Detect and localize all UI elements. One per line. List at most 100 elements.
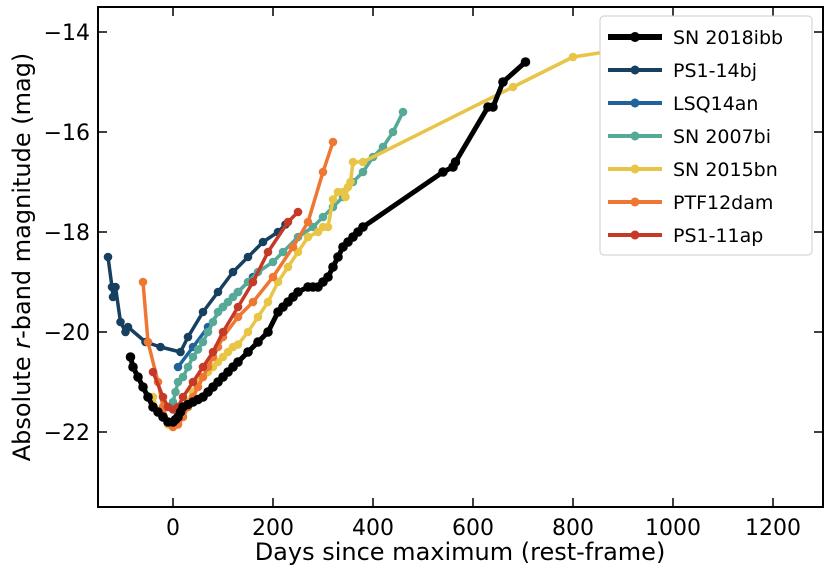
data-point bbox=[268, 257, 278, 267]
legend-label: PTF12dam bbox=[673, 192, 773, 214]
legend-label: PS1-11ap bbox=[673, 225, 763, 247]
data-point bbox=[138, 382, 148, 392]
x-tick-label: 0 bbox=[166, 516, 180, 541]
data-point bbox=[228, 267, 238, 277]
data-point bbox=[388, 127, 398, 137]
legend-marker bbox=[630, 32, 640, 42]
data-point bbox=[198, 372, 208, 382]
data-point bbox=[328, 137, 338, 147]
data-point bbox=[568, 52, 578, 62]
data-point bbox=[293, 207, 303, 217]
data-point bbox=[233, 312, 243, 322]
data-point bbox=[278, 247, 288, 257]
data-point bbox=[498, 77, 508, 87]
legend-marker bbox=[630, 98, 640, 108]
data-point bbox=[183, 362, 193, 372]
data-point bbox=[213, 287, 223, 297]
data-point bbox=[263, 297, 273, 307]
series-layer bbox=[103, 30, 723, 432]
data-point bbox=[283, 262, 293, 272]
legend-item-ptf12dam: PTF12dam bbox=[608, 192, 773, 214]
data-point bbox=[248, 277, 258, 287]
series-ps1-11ap bbox=[148, 207, 303, 414]
data-point bbox=[233, 302, 243, 312]
legend-label: SN 2015bn bbox=[673, 159, 778, 181]
y-tick-label: −16 bbox=[44, 121, 90, 146]
y-tick-label: −20 bbox=[44, 321, 90, 346]
data-point bbox=[171, 387, 180, 397]
data-point bbox=[143, 337, 153, 347]
data-point bbox=[341, 192, 350, 202]
data-point bbox=[178, 392, 188, 402]
data-point bbox=[156, 342, 165, 352]
legend-marker bbox=[630, 164, 640, 174]
x-tick-label: 400 bbox=[352, 516, 394, 541]
data-point bbox=[323, 272, 333, 282]
data-point bbox=[303, 217, 313, 227]
data-point bbox=[208, 347, 218, 357]
data-point bbox=[176, 347, 185, 357]
data-point bbox=[438, 167, 448, 177]
data-point bbox=[263, 247, 273, 257]
data-point bbox=[208, 317, 218, 327]
data-point bbox=[178, 372, 188, 382]
data-point bbox=[233, 357, 243, 367]
data-point bbox=[293, 287, 303, 297]
data-point bbox=[508, 82, 518, 92]
data-point bbox=[253, 312, 263, 322]
data-point bbox=[123, 322, 133, 332]
data-point bbox=[318, 212, 328, 222]
legend-item-lsq14an: LSQ14an bbox=[608, 93, 758, 115]
data-point bbox=[358, 222, 368, 232]
data-point bbox=[520, 57, 531, 67]
legend-label: PS1-14bj bbox=[673, 60, 757, 82]
data-point bbox=[133, 372, 143, 382]
data-point bbox=[173, 362, 183, 372]
y-axis-title-suffix: -band magnitude (mag) bbox=[8, 53, 36, 339]
legend-marker bbox=[630, 230, 640, 240]
data-point bbox=[233, 340, 243, 349]
data-point bbox=[233, 287, 243, 297]
data-point bbox=[243, 327, 253, 337]
x-tick-label: 1000 bbox=[645, 516, 701, 541]
legend-item-ps1-14bj: PS1-14bj bbox=[608, 60, 757, 82]
x-tick-label: 200 bbox=[252, 516, 294, 541]
data-point bbox=[188, 352, 198, 362]
data-point bbox=[138, 277, 148, 287]
data-point bbox=[346, 177, 355, 187]
data-point bbox=[288, 242, 298, 252]
y-axis-title-prefix: Absolute bbox=[8, 349, 36, 462]
legend-item-sn-2015bn: SN 2015bn bbox=[608, 159, 778, 181]
axis-ticks: 0 200 400 600 800 1000 1200 −14 −16 −18 −20 −22 bbox=[44, 7, 823, 541]
data-point bbox=[243, 347, 253, 357]
x-axis-title: Days since maximum (rest-frame) bbox=[255, 538, 666, 566]
data-point bbox=[333, 252, 343, 262]
legend-box bbox=[599, 15, 813, 256]
data-point bbox=[318, 167, 328, 177]
legend-label: LSQ14an bbox=[673, 93, 758, 115]
x-tick-label: 1200 bbox=[745, 516, 801, 541]
legend-item-sn-2007bi: SN 2007bi bbox=[608, 126, 771, 148]
data-point bbox=[198, 362, 208, 372]
data-point bbox=[158, 392, 168, 402]
legend-label: SN 2007bi bbox=[673, 126, 771, 148]
series-line-ps1-14bj bbox=[106, 223, 287, 354]
y-tick-label: −18 bbox=[44, 221, 90, 246]
x-tick-label: 600 bbox=[452, 516, 494, 541]
legend-marker bbox=[630, 65, 640, 75]
x-tick-label: 800 bbox=[552, 516, 594, 541]
data-point bbox=[303, 232, 313, 242]
data-point bbox=[103, 252, 113, 262]
data-point bbox=[188, 377, 198, 387]
data-point bbox=[116, 317, 125, 327]
data-point bbox=[183, 332, 193, 342]
data-point bbox=[248, 297, 258, 307]
legend-marker bbox=[630, 197, 640, 207]
data-point bbox=[148, 367, 158, 377]
data-point bbox=[328, 195, 338, 204]
data-point bbox=[198, 307, 208, 317]
data-point bbox=[203, 327, 213, 337]
legend-item-ps1-11ap: PS1-11ap bbox=[608, 225, 763, 247]
legend: SN 2018ibb PS1-14bj LSQ14an SN 2007bi SN 201… bbox=[599, 15, 813, 256]
